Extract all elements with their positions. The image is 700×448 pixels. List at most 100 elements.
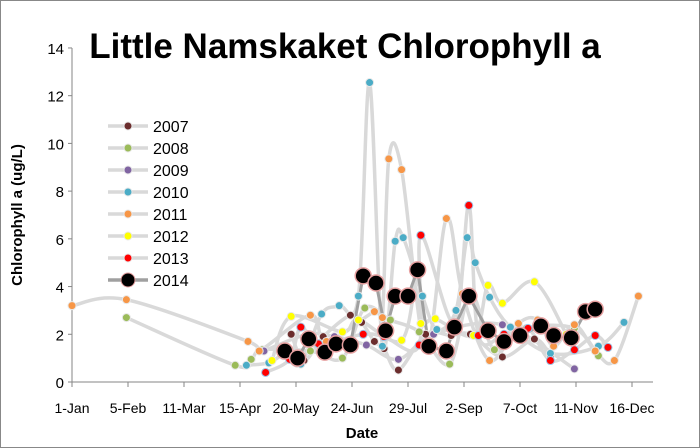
data-point-2008 [246,354,256,364]
data-point-2012 [497,298,507,308]
data-point-2013 [416,230,426,240]
data-point-2014 [460,287,478,305]
data-point-2013 [545,356,555,366]
x-tick-label: 7-Oct [503,400,537,416]
data-point-2009 [569,364,579,374]
data-point-2014 [544,326,563,345]
data-point-2012 [430,314,440,324]
data-point-2011 [633,291,643,301]
data-point-2008 [337,353,347,363]
x-tick-label: 16-Dec [609,400,654,416]
data-point-2010 [390,236,400,246]
y-tick-label: 10 [47,136,64,153]
legend-marker-2010 [123,187,133,197]
series-markers [67,78,643,377]
data-point-2007 [393,365,403,375]
data-point-2011 [590,346,600,356]
data-point-2011 [609,356,619,366]
x-tick-label: 5-Feb [110,400,147,416]
y-axis-label: Chlorophyll a (ug/L) [9,144,26,286]
x-tick-label: 29-Jul [389,400,427,416]
legend-marker-2013 [123,253,133,263]
legend-label-2013: 2013 [153,251,189,268]
data-point-2014 [532,317,550,335]
data-point-2010 [377,341,387,351]
data-point-2010 [451,305,461,315]
legend-label-2007: 2007 [153,119,189,136]
data-point-2014 [327,335,345,353]
legend-label-2009: 2009 [153,163,189,180]
legend-marker-2007 [123,121,133,131]
x-tick-label: 20-May [273,400,320,416]
data-point-2014 [562,329,580,347]
data-point-2011 [485,356,495,366]
data-point-2010 [241,360,251,370]
x-axis-label: Date [346,425,379,442]
data-point-2008 [414,327,424,337]
data-point-2012 [267,356,277,366]
data-point-2010 [485,292,495,302]
x-tick-label: 2-Sep [445,400,483,416]
data-point-2010 [365,78,375,88]
data-point-2014 [445,318,464,336]
data-point-2014 [399,287,417,305]
data-point-2008 [489,345,499,355]
legend-marker-2012 [123,231,133,241]
data-point-2011 [441,214,451,224]
x-tick-label: 11-Mar [162,400,206,416]
data-point-2010 [470,258,480,268]
legend-label-2008: 2008 [153,141,189,158]
data-point-2007 [529,334,539,344]
data-point-2011 [513,319,523,329]
legend-label-2010: 2010 [153,185,189,202]
x-tick-label: 1-Jan [54,400,89,416]
y-tick-label: 12 [47,89,64,106]
data-point-2009 [361,340,371,350]
data-point-2007 [345,310,355,320]
axes: 0 2 4 6 8 10 12 14 1-Jan 5-Feb 11-Mar 15-Apr 20-May 2… [47,41,654,416]
legend-label-2011: 2011 [153,207,188,224]
data-point-2010 [334,301,344,311]
chart-title: Little Namskaket Chlorophyll a [89,27,601,66]
data-point-2014 [420,337,438,355]
data-point-2013 [261,367,271,377]
legend-marker-2011 [123,209,133,219]
y-tick-label: 6 [56,232,64,249]
data-point-2012 [286,311,296,321]
y-tick-label: 8 [56,184,64,201]
data-point-2012 [416,319,426,329]
data-point-2008 [360,303,370,313]
data-point-2014 [495,332,513,351]
data-point-2010 [432,325,442,335]
data-point-2013 [569,345,579,355]
data-point-2014 [341,336,360,354]
data-point-2011 [67,301,77,311]
data-point-2010 [317,309,327,319]
data-point-2007 [286,329,296,339]
data-point-2011 [305,310,315,320]
x-tick-label: 24-Jun [331,400,374,416]
data-point-2014 [408,261,427,279]
data-point-2011 [569,320,579,330]
data-point-2010 [398,233,408,243]
data-point-2014 [586,300,604,318]
data-point-2008 [230,360,240,370]
data-point-2007 [497,352,507,362]
data-point-2012 [529,277,539,287]
data-point-2013 [603,342,613,352]
data-point-2011 [121,295,131,305]
data-point-2012 [353,315,363,325]
data-point-2014 [511,326,529,345]
data-point-2014 [367,274,385,292]
y-tick-label: 2 [56,327,64,344]
data-point-2011 [369,307,379,317]
data-point-2014 [300,330,318,348]
data-point-2008 [121,313,131,323]
data-point-2011 [254,346,264,356]
y-tick-label: 14 [47,41,64,58]
data-point-2013 [358,329,368,339]
legend-marker-2014 [120,272,136,288]
legend-label-2014: 2014 [153,273,189,290]
data-point-2012 [397,335,407,345]
